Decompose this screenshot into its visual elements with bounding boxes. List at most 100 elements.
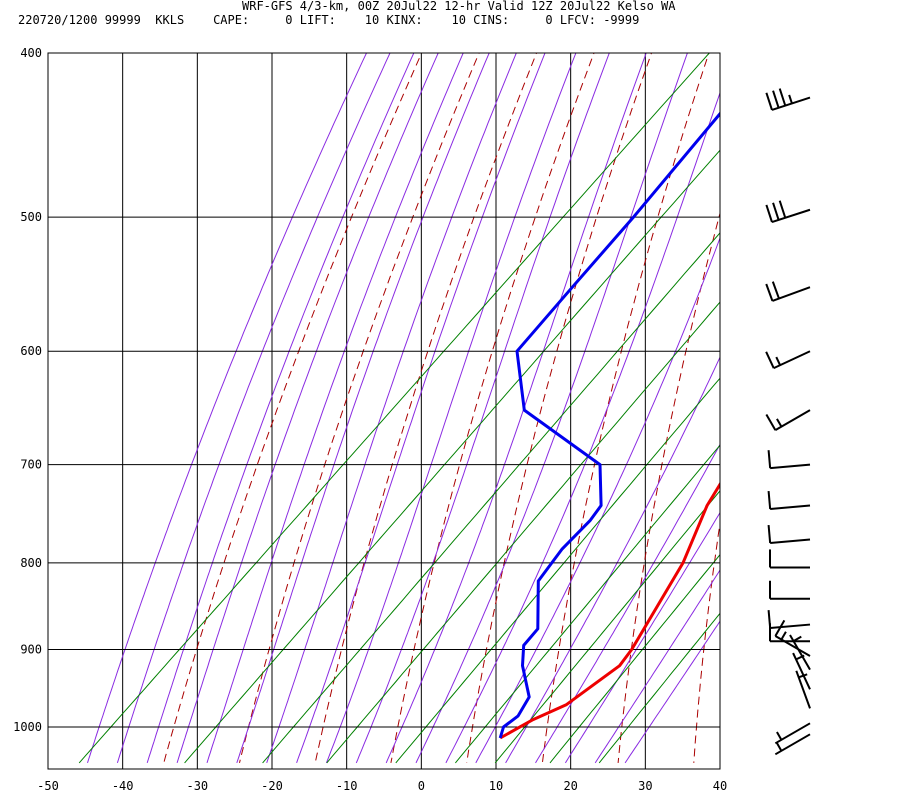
axis-labels: -50 -40 -30 -20 -10 0 10 20 30 40 400 500 600 700 800 9… bbox=[13, 46, 727, 793]
barb-full bbox=[765, 204, 773, 223]
moist-adiabat bbox=[415, 53, 688, 764]
mixing-ratio-line bbox=[455, 444, 720, 764]
wind-barbs bbox=[765, 88, 811, 756]
moist-adiabat bbox=[385, 53, 647, 764]
barb-half bbox=[776, 731, 783, 741]
wind-barb bbox=[769, 623, 810, 643]
moist-adiabat bbox=[325, 53, 577, 764]
barb-staff bbox=[774, 733, 811, 756]
wind-barb bbox=[765, 409, 811, 431]
barb-full bbox=[778, 200, 787, 219]
barb-full bbox=[765, 351, 775, 369]
barb-full bbox=[767, 450, 772, 469]
barb-staff bbox=[771, 96, 811, 111]
pressure-tick-label: 600 bbox=[20, 344, 42, 358]
barb-full bbox=[767, 524, 772, 544]
barb-half bbox=[776, 418, 783, 428]
barb-staff bbox=[774, 409, 811, 431]
mixing-ratio-line bbox=[598, 612, 720, 764]
dry-adiabat bbox=[770, 34, 887, 763]
moist-adiabat bbox=[475, 236, 720, 764]
wind-barb bbox=[765, 88, 811, 111]
x-tick-label: 0 bbox=[418, 779, 425, 793]
x-tick-label: 30 bbox=[638, 779, 652, 793]
barb-half bbox=[788, 94, 793, 104]
x-gridlines bbox=[47, 53, 721, 769]
station-info: 220720/1200 99999 KKLS CAPE: 0 LIFT: 10 … bbox=[18, 13, 640, 27]
dry-adiabat bbox=[541, 53, 710, 763]
x-tick-label: -50 bbox=[37, 779, 59, 793]
mixing-ratio-line bbox=[262, 232, 720, 764]
barb-full bbox=[778, 88, 787, 106]
mixing-ratio-line bbox=[549, 553, 720, 764]
dry-adiabat bbox=[693, 520, 720, 763]
wind-barb bbox=[795, 670, 811, 709]
barb-staff bbox=[770, 623, 811, 630]
dry-adiabat bbox=[239, 53, 480, 764]
barb-staff bbox=[770, 463, 811, 470]
moist-adiabat bbox=[624, 620, 720, 764]
wind-barb bbox=[767, 450, 811, 470]
barb-half bbox=[795, 654, 805, 661]
wind-barb bbox=[765, 350, 811, 370]
moist-adiabat bbox=[146, 53, 415, 764]
wind-barb bbox=[774, 619, 811, 657]
barb-staff bbox=[770, 504, 811, 510]
wind-barb bbox=[769, 549, 810, 569]
barb-full bbox=[774, 619, 786, 637]
barb-full bbox=[772, 202, 780, 221]
pressure-tick-label: 1000 bbox=[13, 720, 42, 734]
pressure-tick-label: 400 bbox=[20, 46, 42, 60]
pressure-tick-label: 700 bbox=[20, 458, 42, 472]
dry-adiabat bbox=[845, 34, 900, 763]
mixing-ratio-line bbox=[395, 377, 720, 764]
pressure-tick-label: 900 bbox=[20, 642, 42, 656]
wind-barb bbox=[767, 610, 811, 630]
x-tick-label: -20 bbox=[261, 779, 283, 793]
chart-title: WRF-GFS 4/3-km, 00Z 20Jul22 12-hr Valid … bbox=[242, 0, 676, 13]
moist-adiabat bbox=[355, 53, 610, 764]
barb-full bbox=[771, 281, 780, 299]
wind-barb bbox=[765, 200, 811, 224]
barb-half bbox=[793, 635, 802, 642]
moist-adiabat bbox=[594, 569, 720, 764]
pressure-tick-label: 500 bbox=[20, 210, 42, 224]
barb-full bbox=[767, 490, 772, 510]
moist-adiabat bbox=[206, 53, 464, 764]
x-tick-label: 20 bbox=[563, 779, 577, 793]
x-tick-label: -10 bbox=[336, 779, 358, 793]
wind-barb bbox=[769, 580, 810, 600]
barb-staff bbox=[770, 538, 811, 544]
x-tick-label: -30 bbox=[186, 779, 208, 793]
temperature-profile bbox=[499, 481, 720, 740]
moist-adiabat bbox=[564, 511, 720, 764]
barb-staff bbox=[771, 208, 811, 224]
dry-adiabat bbox=[617, 211, 720, 763]
wind-barb bbox=[789, 634, 811, 671]
dewpoint-profile bbox=[498, 111, 720, 739]
barb-half bbox=[776, 742, 783, 752]
barb-full bbox=[765, 92, 773, 111]
wind-barb bbox=[767, 490, 811, 510]
reference-lines bbox=[78, 34, 900, 764]
mixing-ratio-line bbox=[184, 149, 720, 764]
wind-barb bbox=[767, 524, 811, 544]
barb-staff bbox=[789, 634, 811, 671]
moist-adiabat bbox=[535, 443, 720, 764]
wind-barb bbox=[774, 733, 811, 756]
x-tick-label: 10 bbox=[489, 779, 503, 793]
dry-adiabat bbox=[163, 53, 423, 764]
x-tick-label: -40 bbox=[112, 779, 134, 793]
barb-full bbox=[765, 283, 774, 302]
wind-barb bbox=[792, 652, 811, 690]
barb-staff bbox=[774, 722, 811, 745]
x-tick-label: 40 bbox=[713, 779, 727, 793]
barb-half bbox=[798, 673, 808, 679]
moist-adiabat bbox=[87, 53, 368, 764]
dry-adiabat bbox=[390, 53, 595, 763]
barb-half bbox=[775, 356, 781, 366]
plot-frame bbox=[47, 52, 721, 770]
wind-barb bbox=[765, 281, 811, 302]
pressure-tick-label: 800 bbox=[20, 556, 42, 570]
